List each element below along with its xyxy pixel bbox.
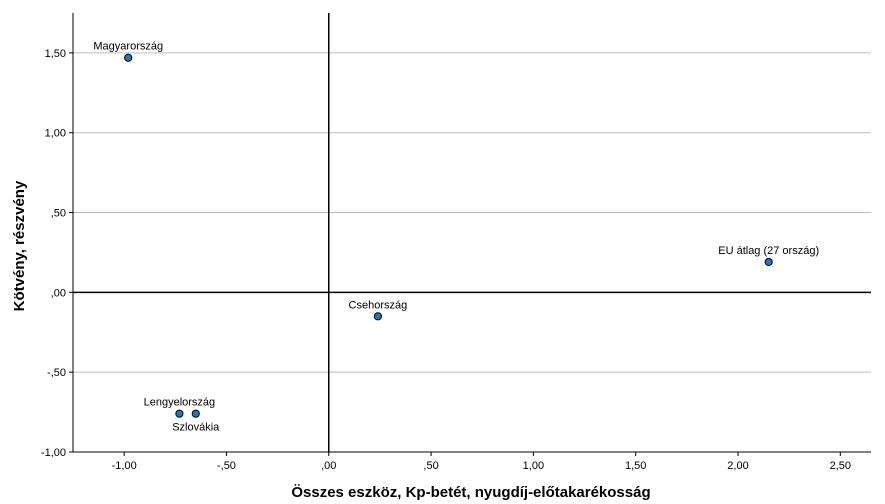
data-point-4 xyxy=(191,409,200,418)
y-tick-label-4: 1,00 xyxy=(45,128,66,140)
axis-layer xyxy=(72,13,871,453)
data-label-0: Magyarország xyxy=(93,41,163,53)
y-axis-title: Kötvény, részvény xyxy=(11,180,28,311)
x-tick-label-2: ,00 xyxy=(321,460,336,472)
y-tick-label-2: ,00 xyxy=(51,287,66,299)
data-label-3: Lengyelország xyxy=(144,397,216,409)
x-tick-label-1: -,50 xyxy=(217,460,236,472)
data-label-2: Csehország xyxy=(349,299,408,311)
data-point-0 xyxy=(124,53,133,62)
data-point-3 xyxy=(175,409,184,418)
tick-layer: -1,00 -,50 ,00 ,50 1,00 1,50 -1,00 -,50 ,00 ,50 1,… xyxy=(41,48,851,472)
y-tick-label-0: -1,00 xyxy=(41,447,66,459)
y-tick-label-5: 1,50 xyxy=(45,48,66,60)
x-tick-label-7: 2,50 xyxy=(830,460,851,472)
data-point-1 xyxy=(764,257,773,267)
x-tick-label-4: 1,00 xyxy=(523,460,544,472)
y-tick-label-1: -,50 xyxy=(47,367,66,379)
y-tick-label-3: ,50 xyxy=(51,208,66,220)
x-axis-title: Összes eszköz, Kp-betét, nyugdíj-előtaka… xyxy=(291,484,650,501)
point-layer xyxy=(124,53,773,418)
data-point-2 xyxy=(373,312,382,321)
x-tick-label-6: 2,00 xyxy=(727,460,748,472)
data-label-4: Szlovákia xyxy=(172,422,220,434)
data-label-1: EU átlag (27 ország) xyxy=(718,245,819,257)
label-layer: Magyarország EU átlag (27 ország) Csehorsz… xyxy=(93,41,819,434)
x-tick-label-3: ,50 xyxy=(423,460,438,472)
x-tick-label-5: 1,50 xyxy=(625,460,646,472)
x-tick-label-0: -1,00 xyxy=(112,460,137,472)
